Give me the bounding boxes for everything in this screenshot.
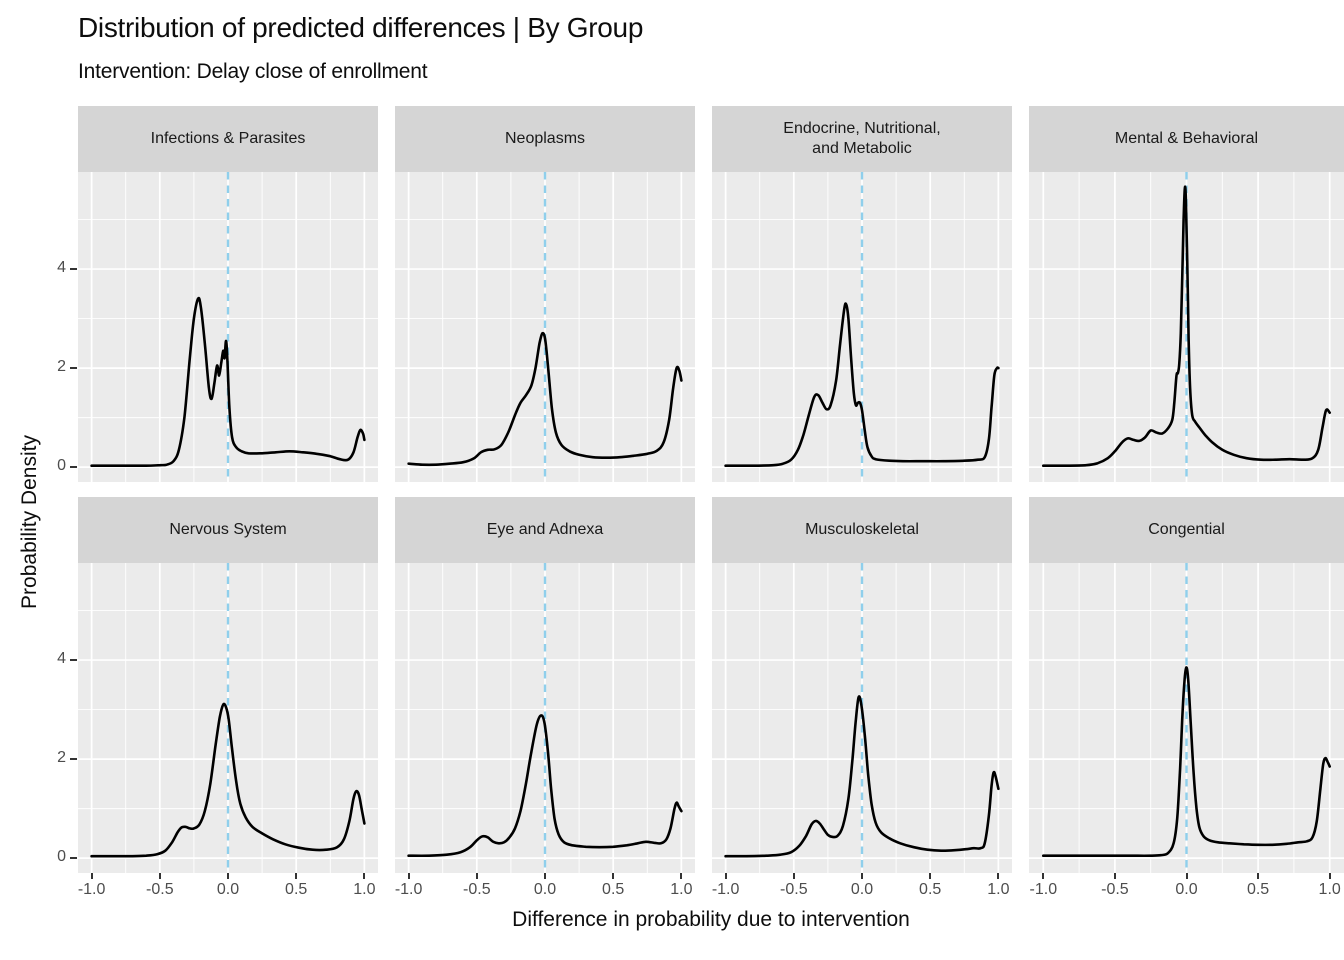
- x-tick-label: -0.5: [146, 881, 174, 898]
- y-tick-label: 0: [57, 848, 66, 866]
- facet-strip-mental-behavioral: Mental & Behavioral: [1029, 106, 1344, 172]
- x-tick-label: 1.0: [670, 881, 693, 898]
- y-tick-mark: [70, 857, 77, 860]
- x-tick-mark: [929, 873, 932, 879]
- density-curve: [1042, 185, 1331, 468]
- x-tick-mark: [997, 873, 1000, 879]
- chart-subtitle: Intervention: Delay close of enrollment: [78, 60, 428, 83]
- density-curve: [90, 702, 366, 858]
- facet-label: Congential: [1148, 521, 1225, 538]
- x-tick-mark: [544, 873, 546, 879]
- facet-panel-neoplasms: [395, 172, 695, 482]
- x-tick-label: 0.5: [919, 881, 942, 898]
- facet-panel-endocrine-nutritional-metabolic: [712, 172, 1012, 482]
- x-tick-mark: [90, 873, 93, 879]
- x-tick-label: 1.0: [987, 881, 1010, 898]
- x-tick-mark: [724, 873, 727, 879]
- y-tick-mark: [70, 466, 77, 469]
- x-tick-label: -0.5: [1101, 881, 1129, 898]
- facet-strip-nervous-system: Nervous System: [78, 497, 378, 563]
- facet-panel-congential: [1029, 563, 1344, 873]
- facet-strip-congential: Congential: [1029, 497, 1344, 563]
- x-tick-label: 1.0: [353, 881, 376, 898]
- x-tick-mark: [1042, 873, 1045, 879]
- facet-label: Endocrine, Nutritional, and Metabolic: [783, 120, 941, 157]
- x-tick-mark: [158, 873, 161, 879]
- density-curve: [724, 695, 1000, 858]
- x-tick-mark: [680, 873, 683, 879]
- density-curve: [90, 296, 366, 468]
- x-tick-mark: [227, 873, 229, 879]
- x-tick-label: 0.0: [216, 881, 240, 898]
- x-tick-label: -0.5: [780, 881, 808, 898]
- x-tick-mark: [612, 873, 615, 879]
- x-tick-label: -1.0: [711, 881, 740, 898]
- x-tick-mark: [1185, 873, 1188, 879]
- density-curve: [1042, 666, 1331, 858]
- facet-panel-eye-adnexa: [395, 563, 695, 873]
- chart-title: Distribution of predicted differences | …: [78, 12, 644, 43]
- x-tick-label: 0.0: [850, 881, 874, 898]
- x-tick-mark: [1328, 873, 1331, 879]
- x-tick-mark: [861, 873, 863, 879]
- x-tick-mark: [475, 873, 478, 879]
- x-tick-label: -1.0: [394, 881, 423, 898]
- x-tick-mark: [1257, 873, 1260, 879]
- x-tick-mark: [363, 873, 366, 879]
- facet-panel-infections-parasites: [78, 172, 378, 482]
- facet-panel-musculoskeletal: [712, 563, 1012, 873]
- x-tick-label: 0.0: [533, 881, 557, 898]
- y-tick-label: 4: [57, 259, 66, 277]
- density-curve: [407, 714, 683, 858]
- facet-label: Mental & Behavioral: [1114, 130, 1259, 147]
- facet-strip-eye-adnexa: Eye and Adnexa: [395, 497, 695, 563]
- x-tick-mark: [295, 873, 298, 879]
- facet-panel-nervous-system: [78, 563, 378, 873]
- y-tick-label: 0: [57, 457, 66, 475]
- x-tick-label: 0.5: [1246, 881, 1270, 898]
- x-tick-label: 0.5: [285, 881, 308, 898]
- x-tick-label: 1.0: [1318, 881, 1341, 898]
- facet-panel-mental-behavioral: [1029, 172, 1344, 482]
- x-tick-label: 0.0: [1175, 881, 1198, 898]
- facet-strip-neoplasms: Neoplasms: [395, 106, 695, 172]
- facet-label: Eye and Adnexa: [486, 521, 604, 538]
- facet-strip-musculoskeletal: Musculoskeletal: [712, 497, 1012, 563]
- y-tick-mark: [70, 367, 77, 370]
- facet-strip-endocrine-nutritional-metabolic: Endocrine, Nutritional, and Metabolic: [712, 106, 1012, 172]
- x-tick-label: 0.5: [602, 881, 625, 898]
- facet-strip-infections-parasites: Infections & Parasites: [78, 106, 378, 172]
- facet-label: Musculoskeletal: [805, 521, 919, 538]
- y-tick-label: 4: [57, 650, 66, 668]
- y-tick-mark: [70, 268, 77, 271]
- x-tick-mark: [1113, 873, 1116, 879]
- facet-label: Nervous System: [169, 521, 287, 538]
- x-tick-mark: [792, 873, 795, 879]
- x-tick-label: -1.0: [1029, 881, 1058, 898]
- x-axis-title: Difference in probability due to interve…: [512, 908, 910, 931]
- x-tick-label: -1.0: [77, 881, 106, 898]
- density-curve: [724, 302, 1000, 468]
- y-tick-label: 2: [57, 358, 66, 376]
- x-tick-label: -0.5: [463, 881, 491, 898]
- facet-label: Infections & Parasites: [150, 130, 306, 147]
- density-curve: [407, 331, 683, 467]
- y-tick-mark: [70, 758, 77, 761]
- facet-label: Neoplasms: [504, 130, 586, 147]
- y-tick-label: 2: [57, 749, 66, 767]
- y-tick-mark: [70, 659, 77, 662]
- x-tick-mark: [407, 873, 410, 879]
